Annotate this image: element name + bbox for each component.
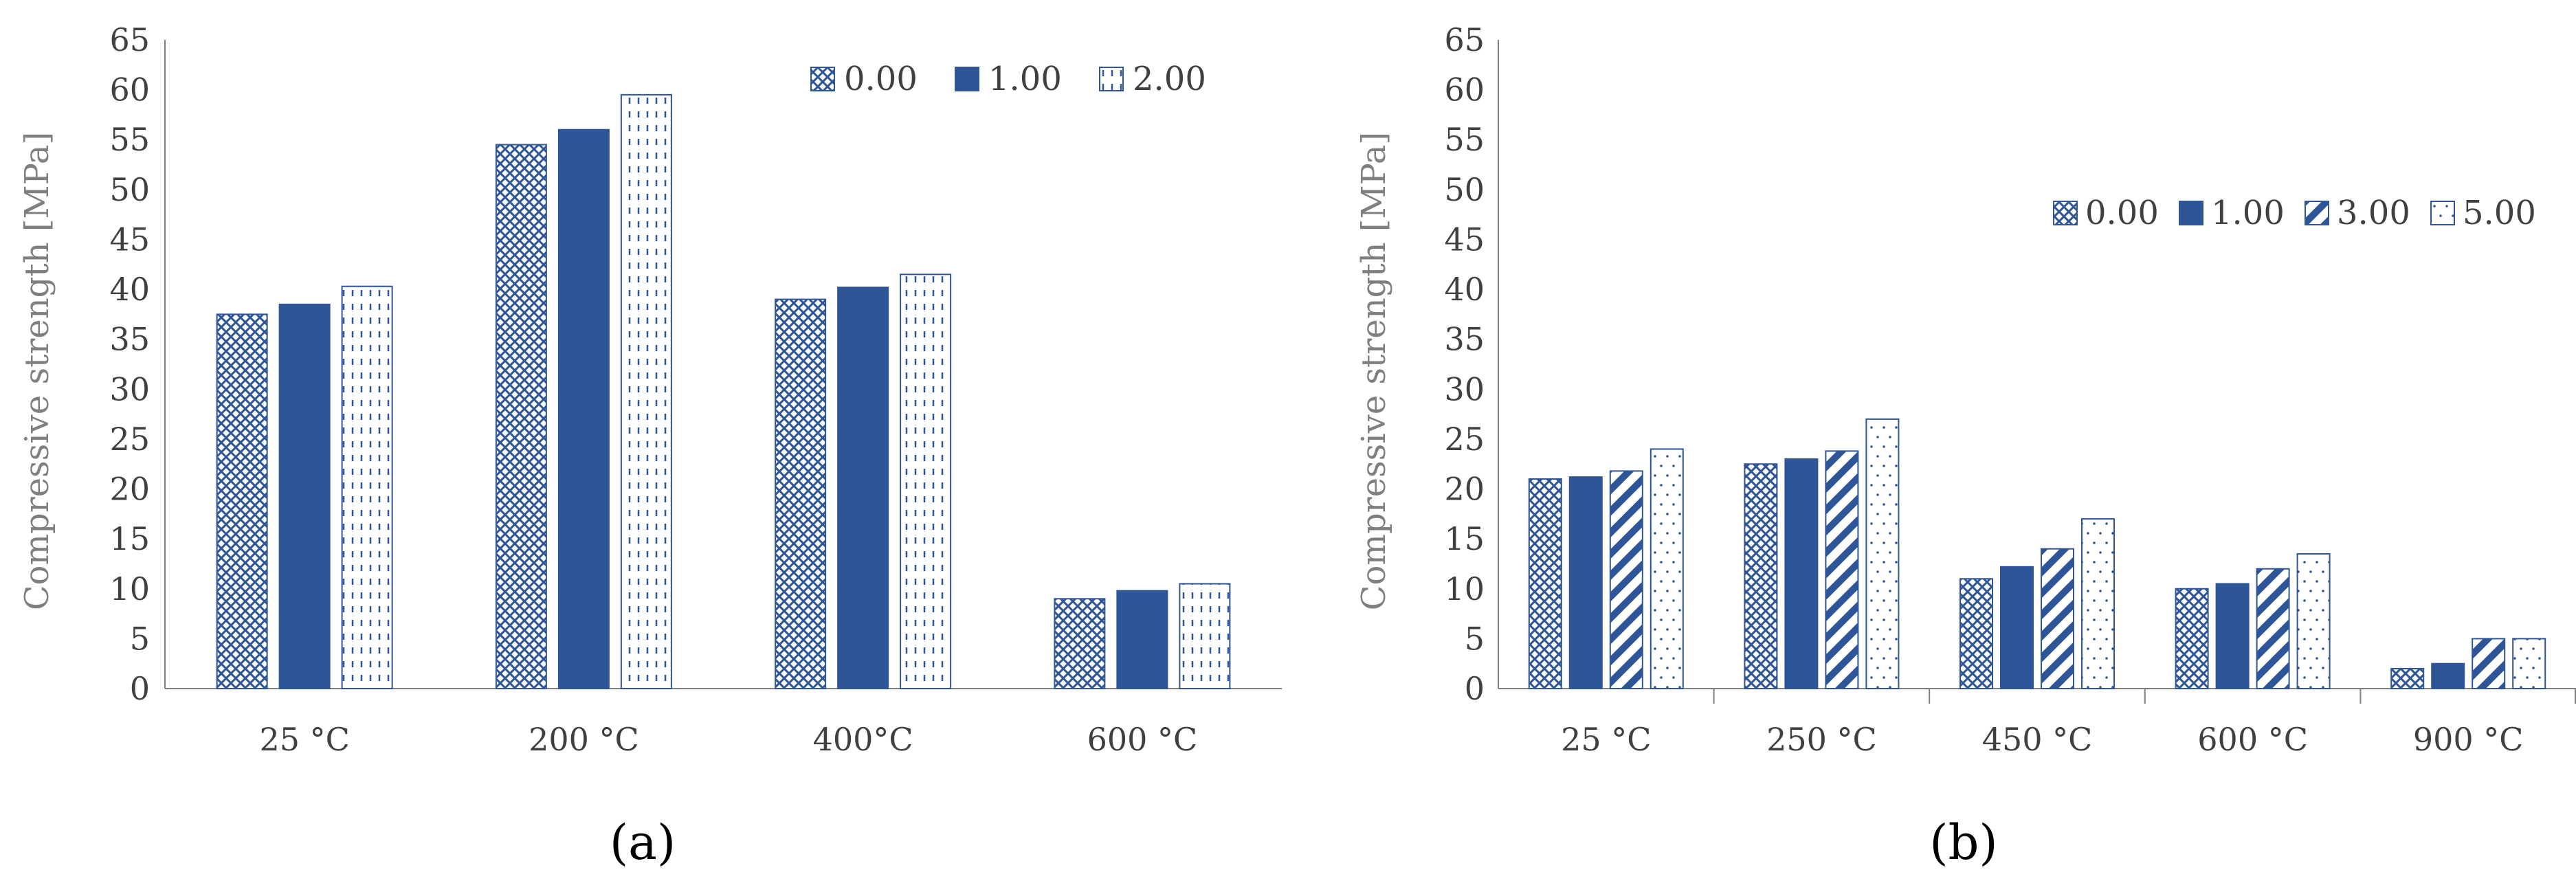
bar-3.00-25C xyxy=(1609,470,1643,689)
legend-label: 1.00 xyxy=(988,60,1062,98)
y-tick-label: 40 xyxy=(109,271,150,308)
x-tick-label: 600 °C xyxy=(2197,721,2308,758)
bar-1.00-450C xyxy=(2000,566,2034,690)
panel-label-a: (a) xyxy=(610,814,676,871)
x-tick-label: 200 °C xyxy=(529,721,639,758)
y-tick-label: 10 xyxy=(109,570,150,607)
legend-swatch xyxy=(2305,201,2329,225)
bar-1.00-250C xyxy=(1784,458,1819,689)
legend-swatch xyxy=(810,67,835,91)
bar-5.00-450C xyxy=(2081,518,2115,689)
y-tick-label: 5 xyxy=(130,620,150,657)
x-tick-label: 25 °C xyxy=(259,721,349,758)
bar-1.00-25C xyxy=(1568,476,1603,689)
legend-swatch xyxy=(2179,201,2203,225)
legend-label: 0.00 xyxy=(844,60,918,98)
bar-1.00-900C xyxy=(2431,662,2465,690)
y-tick-label: 65 xyxy=(1444,21,1485,58)
y-tick-label: 5 xyxy=(1465,620,1485,657)
y-tick-label: 15 xyxy=(109,520,150,557)
bar-1.00-25C xyxy=(278,303,331,690)
bar-0.00-900C xyxy=(2390,667,2425,690)
bar-0.00-25C xyxy=(216,313,268,689)
y-tick-label: 55 xyxy=(109,121,150,158)
chart-a: 0 5 10 15 20 25 30 35 40 45 50 55 60 65 Compressive st… xyxy=(18,21,1282,758)
bar-0.00-600C xyxy=(2175,588,2209,689)
y-tick-label: 0 xyxy=(130,670,150,707)
y-tick-label: 30 xyxy=(1444,370,1485,408)
panel-label-b: (b) xyxy=(1929,814,1997,871)
bar-5.00-250C xyxy=(1865,418,1900,690)
y-tick-label: 30 xyxy=(109,370,150,408)
bar-2.00-25C xyxy=(341,285,393,690)
bar-3.00-250C xyxy=(1825,450,1859,689)
y-axis-label: Compressive strength [MPa] xyxy=(1355,132,1393,610)
y-tick-label: 25 xyxy=(109,421,150,458)
bar-1.00-400C xyxy=(837,287,889,689)
legend-label: 3.00 xyxy=(2337,194,2410,232)
bar-0.00-250C xyxy=(1744,463,1778,689)
x-tick-label: 25 °C xyxy=(1561,721,1651,758)
y-tick-label: 20 xyxy=(1444,471,1485,508)
bar-1.00-200C xyxy=(557,129,610,689)
y-tick-label: 35 xyxy=(1444,321,1485,358)
legend: 0.00 1.00 2.00 xyxy=(810,60,1206,98)
y-tick-label: 0 xyxy=(1465,670,1485,707)
y-tick-label: 65 xyxy=(109,21,150,58)
x-tick-label: 900 °C xyxy=(2413,721,2524,758)
bar-3.00-900C xyxy=(2472,638,2506,690)
legend-label: 1.00 xyxy=(2211,194,2285,232)
legend-label: 2.00 xyxy=(1133,60,1206,98)
y-tick-label: 60 xyxy=(1444,71,1485,109)
bar-1.00-600C xyxy=(2215,583,2250,689)
y-tick-label: 35 xyxy=(109,321,150,358)
y-tick-label: 55 xyxy=(1444,121,1485,158)
bar-3.00-450C xyxy=(2041,548,2074,690)
legend-swatch xyxy=(955,67,979,91)
legend-label: 0.00 xyxy=(2085,194,2159,232)
bar-2.00-400C xyxy=(900,274,952,689)
bar-0.00-400C xyxy=(775,298,827,690)
bar-2.00-600C xyxy=(1179,583,1231,689)
legend-swatch xyxy=(1099,67,1124,91)
bar-3.00-600C xyxy=(2256,568,2290,689)
bar-0.00-200C xyxy=(495,144,547,689)
x-tick-label: 250 °C xyxy=(1766,721,1877,758)
legend-label: 5.00 xyxy=(2463,194,2536,232)
legend: 0.00 1.00 3.00 5.00 xyxy=(2053,194,2536,232)
bar-5.00-25C xyxy=(1650,448,1684,689)
y-tick-label: 40 xyxy=(1444,271,1485,308)
y-tick-label: 45 xyxy=(109,221,150,258)
legend-swatch xyxy=(2430,201,2455,225)
y-tick-label: 20 xyxy=(109,471,150,508)
y-axis-label: Compressive strength [MPa] xyxy=(18,132,56,610)
y-tick-label: 50 xyxy=(1444,171,1485,208)
chart-b: 0 5 10 15 20 25 30 35 40 45 50 55 60 65 Compressive st… xyxy=(1355,21,2576,758)
x-tick-label: 450 °C xyxy=(1982,721,2093,758)
legend-swatch xyxy=(2053,201,2078,225)
bar-1.00-600C xyxy=(1116,590,1168,689)
y-tick-label: 15 xyxy=(1444,520,1485,557)
bar-0.00-600C xyxy=(1054,598,1106,689)
x-tick-label: 600 °C xyxy=(1087,721,1198,758)
x-tick-label: 400°C xyxy=(813,721,913,758)
y-tick-label: 50 xyxy=(109,171,150,208)
y-tick-label: 60 xyxy=(109,71,150,109)
bar-0.00-25C xyxy=(1528,478,1562,689)
bar-0.00-450C xyxy=(1959,578,1993,689)
bar-5.00-900C xyxy=(2512,638,2546,690)
bar-2.00-200C xyxy=(620,93,672,689)
y-tick-label: 25 xyxy=(1444,421,1485,458)
y-tick-label: 10 xyxy=(1444,570,1485,607)
bar-5.00-600C xyxy=(2296,553,2331,690)
y-tick-label: 45 xyxy=(1444,221,1485,258)
